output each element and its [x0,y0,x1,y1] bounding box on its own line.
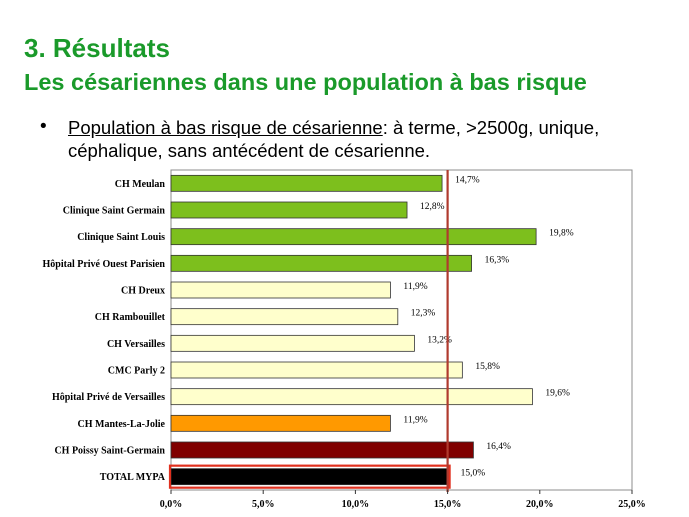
chart-layer: CH Meulan 14,7% Clinique Saint Germain 12,8… [43,169,646,510]
bullet-underlined-text: Population à bas risque de césarienne [68,117,383,138]
bar-6 [170,334,415,352]
bullet-rest-text: : à terme, >2500g, unique, céphalique, s… [68,117,600,161]
x-tick-label-0: 0,0% [160,499,183,510]
value-label-1: 12,8% [420,202,445,212]
category-label-5: CH Rambouillet [95,312,166,323]
value-label-6: 13,2% [427,335,452,345]
x-tick-label-5: 25,0% [618,499,646,510]
category-label-9: CH Mantes-La-Jolie [78,419,166,430]
x-tick-label-3: 15,0% [434,499,462,510]
value-label-5: 12,3% [411,309,436,319]
value-label-0: 14,7% [455,175,480,185]
value-label-3: 16,3% [485,255,510,265]
bar-10 [170,441,474,459]
total-highlight-box [168,464,451,489]
slide-subtitle: Les césariennes dans une population à ba… [24,69,587,95]
value-label-9: 11,9% [403,415,427,425]
bar-5 [170,308,399,326]
category-label-3: Hôpital Privé Ouest Parisien [43,259,166,270]
slide-title: 3. Résultats [24,33,170,63]
category-label-11: TOTAL MYPA [100,472,166,483]
category-label-2: Clinique Saint Louis [77,232,165,243]
bar-1 [170,201,408,219]
value-label-4: 11,9% [403,282,427,292]
bar-4 [170,281,391,299]
bullet-marker: • [40,116,47,137]
value-label-7: 15,8% [475,362,500,372]
x-tick-label-1: 5,0% [252,499,275,510]
category-label-7: CMC Parly 2 [108,366,165,377]
bar-8 [170,388,533,406]
plot-area [170,169,633,491]
category-label-6: CH Versailles [107,339,165,350]
category-label-4: CH Dreux [121,286,165,297]
category-label-0: CH Meulan [115,179,166,190]
value-label-10: 16,4% [486,442,511,452]
bar-9 [170,414,391,432]
bar-7 [170,361,463,379]
category-label-1: Clinique Saint Germain [63,206,166,217]
bullet-text: Population à bas risque de césarienne: à… [68,116,668,162]
value-label-11: 15,0% [461,469,486,479]
value-label-8: 19,6% [545,389,570,399]
x-tick-label-4: 20,0% [526,499,554,510]
bar-11 [170,468,449,486]
bar-3 [170,254,472,272]
category-label-10: CH Poissy Saint-Germain [54,446,165,457]
category-label-8: Hôpital Privé de Versailles [52,392,165,403]
bar-2 [170,228,537,246]
x-tick-label-2: 10,0% [342,499,370,510]
bar-0 [170,174,443,192]
value-label-2: 19,8% [549,229,574,239]
